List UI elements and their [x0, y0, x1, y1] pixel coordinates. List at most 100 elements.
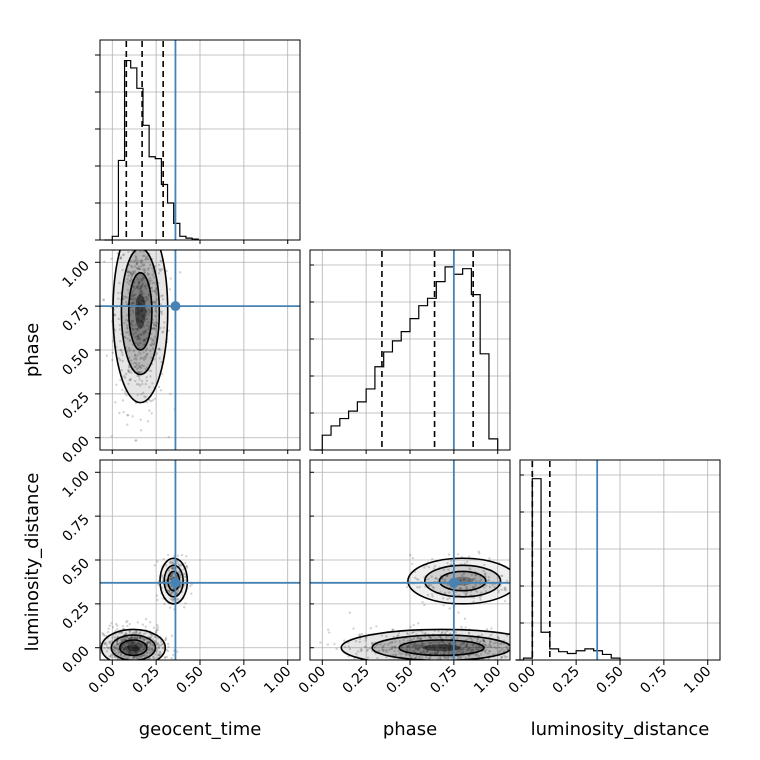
sample-point — [516, 653, 518, 655]
sample-point — [133, 353, 137, 356]
sample-point — [126, 645, 130, 649]
sample-point — [144, 318, 147, 321]
sample-point — [462, 650, 465, 654]
sample-point — [94, 636, 96, 638]
sample-point — [133, 281, 136, 284]
sample-point — [114, 661, 116, 663]
sample-point — [135, 652, 138, 655]
sample-point — [425, 649, 429, 652]
sample-point — [179, 574, 183, 577]
contour-line — [112, 250, 169, 404]
sample-point — [123, 646, 127, 649]
sample-point — [478, 596, 482, 599]
sample-point — [138, 655, 142, 659]
sample-point — [145, 324, 149, 327]
sample-point — [465, 587, 468, 590]
sample-point — [479, 578, 483, 581]
sample-point — [129, 259, 132, 263]
contour-line — [438, 570, 487, 592]
sample-point — [439, 657, 442, 660]
sample-point — [140, 371, 143, 374]
sample-point — [114, 664, 116, 666]
sample-point — [148, 325, 151, 329]
sample-point — [127, 270, 130, 274]
sample-point — [521, 663, 523, 665]
sample-point — [142, 332, 145, 336]
sample-point — [446, 583, 450, 586]
sample-point — [136, 335, 140, 338]
sample-point — [157, 347, 160, 351]
sample-point — [385, 655, 388, 659]
sample-point — [517, 585, 519, 587]
sample-point — [417, 670, 419, 672]
sample-point — [162, 557, 165, 561]
sample-point — [479, 598, 482, 601]
sample-point — [442, 604, 445, 607]
sample-point — [503, 649, 506, 652]
sample-point — [119, 257, 122, 260]
sample-point — [433, 651, 437, 655]
sample-point — [116, 652, 120, 656]
scatter-points — [90, 553, 193, 668]
sample-point — [127, 370, 130, 373]
sample-point — [127, 282, 131, 286]
density-level — [111, 635, 156, 660]
sample-point — [130, 297, 133, 300]
sample-point — [152, 246, 154, 248]
sample-point — [476, 637, 479, 641]
sample-point — [137, 666, 139, 668]
sample-point — [90, 664, 92, 666]
sample-point — [126, 656, 130, 660]
sample-point — [465, 644, 468, 647]
sample-point — [415, 578, 419, 581]
sample-point — [126, 660, 128, 662]
sample-point — [142, 316, 145, 320]
sample-point — [135, 318, 139, 322]
sample-point — [157, 385, 161, 389]
sample-point — [129, 642, 132, 645]
sample-point — [108, 624, 112, 627]
sample-point — [159, 389, 163, 392]
sample-point — [127, 274, 130, 277]
sample-point — [482, 639, 485, 643]
sample-point — [482, 569, 485, 573]
sample-point — [124, 246, 126, 248]
sample-point — [434, 652, 438, 655]
sample-point — [365, 649, 369, 653]
sample-point — [444, 644, 448, 647]
sample-point — [139, 645, 143, 648]
sample-point — [422, 643, 426, 646]
sample-point — [488, 650, 492, 653]
sample-point — [448, 648, 452, 651]
sample-point — [150, 634, 154, 637]
sample-point — [405, 653, 409, 656]
sample-point — [132, 636, 135, 640]
sample-point — [129, 322, 133, 325]
sample-point — [141, 276, 145, 279]
contour-line — [398, 639, 485, 657]
sample-point — [128, 649, 132, 652]
sample-point — [136, 285, 139, 288]
sample-point — [144, 329, 147, 332]
sample-point — [141, 282, 145, 286]
sample-point — [145, 296, 149, 299]
sample-point — [147, 273, 151, 276]
sample-point — [143, 646, 147, 649]
sample-point — [142, 343, 146, 346]
sample-point — [449, 645, 452, 648]
sample-point — [144, 382, 147, 386]
sample-point — [105, 354, 109, 357]
sample-point — [390, 641, 393, 644]
sample-point — [126, 350, 129, 353]
sample-point — [436, 650, 440, 653]
xtick-label-phase: 1.00 — [471, 664, 504, 697]
sample-point — [175, 561, 179, 564]
sample-point — [134, 655, 138, 659]
sample-point — [432, 586, 435, 590]
sample-point — [427, 645, 430, 648]
contour-line — [159, 557, 189, 605]
sample-point — [118, 411, 121, 415]
sample-point — [140, 284, 143, 287]
sample-point — [156, 637, 160, 640]
sample-point — [449, 643, 452, 646]
